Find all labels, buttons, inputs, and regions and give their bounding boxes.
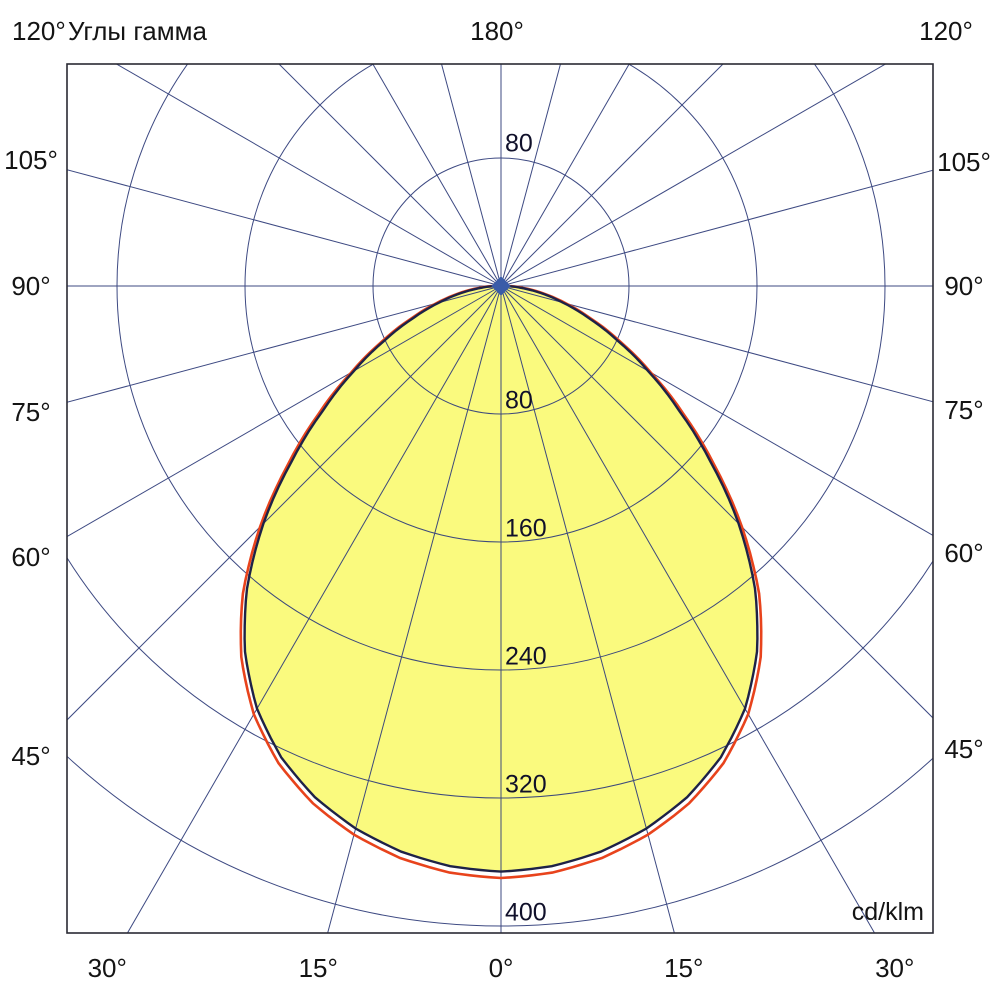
- gamma-label-left-75: 75°: [11, 396, 51, 427]
- gamma-label-right-60: 60°: [944, 538, 984, 569]
- gamma-label-right-90: 90°: [944, 271, 984, 301]
- gamma-label-right-105: 105°: [937, 146, 991, 177]
- ring-label-320: 320: [505, 770, 547, 799]
- gamma-label-bottom-0: 0°: [488, 953, 514, 983]
- ring-label-400: 400: [505, 898, 547, 927]
- ring-label-160: 160: [505, 514, 547, 543]
- gamma-label-left-90: 90°: [11, 271, 51, 301]
- corner-label-top-left: 120°: [12, 16, 66, 46]
- gamma-label-bottom--30: 30°: [87, 953, 127, 983]
- gamma-label-left-45: 45°: [11, 741, 51, 771]
- gamma-label-right-45: 45°: [944, 734, 984, 764]
- ring-label-240: 240: [505, 642, 547, 671]
- ring-label-top-80: 80: [505, 129, 533, 158]
- chart-title: Углы гамма: [68, 16, 207, 46]
- corner-label-top-center: 180°: [470, 16, 524, 46]
- gamma-label-right-75: 75°: [944, 395, 984, 426]
- corner-label-top-right: 120°: [919, 16, 973, 46]
- gamma-label-left-60: 60°: [11, 542, 51, 573]
- gamma-label-bottom-30: 30°: [875, 953, 915, 983]
- unit-label: cd/klm: [851, 898, 924, 926]
- gamma-label-bottom-15: 15°: [664, 953, 704, 983]
- ring-label-80: 80: [505, 386, 533, 415]
- gamma-label-bottom--15: 15°: [298, 953, 338, 983]
- gamma-label-left-105: 105°: [4, 145, 58, 176]
